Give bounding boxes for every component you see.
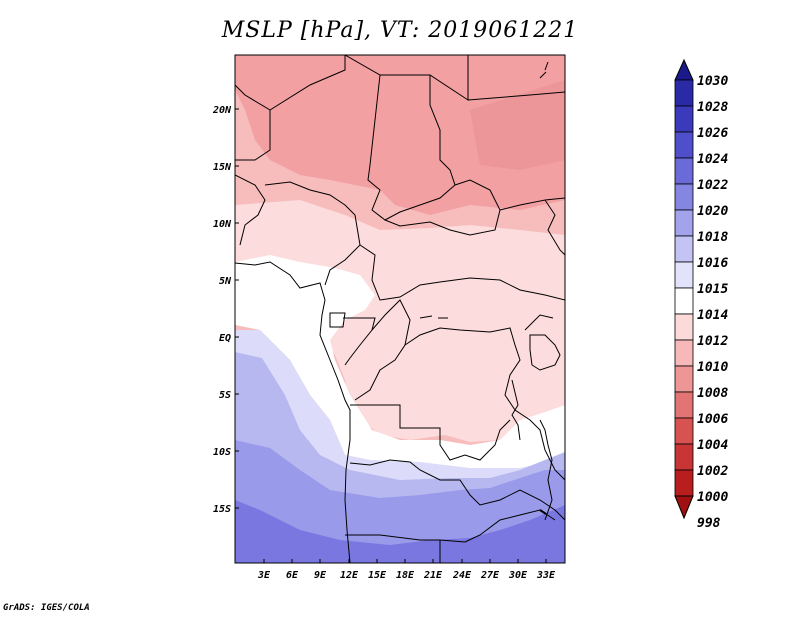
map-title: MSLP [hPa], VT: 2019061221 — [221, 18, 579, 43]
lon-label: 15E — [368, 570, 387, 581]
lat-label: 10S — [213, 447, 231, 458]
colorbar-label: 1016 — [697, 256, 728, 271]
colorbar-cell — [674, 209, 694, 237]
colorbar-cell — [674, 313, 694, 341]
colorbar-label: 1010 — [697, 360, 728, 375]
colorbar-label: 1024 — [697, 152, 728, 167]
colorbar-bottom-arrow — [674, 495, 694, 520]
colorbar-label: 1022 — [697, 178, 728, 193]
lat-label: 15S — [213, 504, 231, 515]
colorbar-label: 998 — [697, 516, 721, 531]
pressure-zone-deep-pink-ne — [470, 80, 565, 170]
colorbar-label: 1026 — [697, 126, 728, 141]
lat-label: 20N — [212, 105, 232, 116]
lon-label: 3E — [257, 570, 271, 581]
colorbar-cell — [674, 79, 694, 107]
lat-label: 15N — [213, 162, 232, 173]
colorbar-cell — [674, 157, 694, 185]
colorbar-cell — [674, 261, 694, 289]
map-panel — [234, 54, 566, 564]
map-frame — [234, 54, 566, 564]
colorbar-cell — [674, 469, 694, 497]
pressure-zone-deep-pink-north — [235, 55, 565, 215]
colorbar-label: 1002 — [697, 464, 728, 479]
colorbar-label: 1015 — [697, 282, 728, 297]
colorbar-top-arrow — [674, 58, 694, 81]
colorbar: 1030 1028 1026 1024 1022 1020 1018 1016 1015 1014… — [674, 58, 728, 531]
colorbar-label: 1006 — [697, 412, 728, 427]
colorbar-label: 1008 — [697, 386, 728, 401]
colorbar-label: 1020 — [697, 204, 728, 219]
pressure-zone-deep-blue — [235, 500, 565, 563]
colorbar-label: 1000 — [697, 490, 728, 505]
lon-label: 27E — [480, 570, 500, 581]
colorbar-cell — [674, 417, 694, 445]
colorbar-label: 1012 — [697, 334, 728, 349]
lon-label: 18E — [396, 570, 415, 581]
borders — [235, 55, 565, 563]
lon-axis: 3E 6E 9E 12E 15E 18E 21E 24E 27E 30E 33E — [257, 570, 556, 581]
colorbar-cell — [674, 443, 694, 471]
pressure-zone-mid-blue — [235, 440, 565, 563]
grads-credit: GrADS: IGES/COLA — [3, 603, 90, 613]
lat-label: 10N — [213, 219, 232, 230]
colorbar-cell — [674, 235, 694, 263]
lon-ticks — [263, 559, 547, 563]
colorbar-cell — [674, 183, 694, 211]
lat-label: 5S — [219, 390, 231, 401]
lon-label: 24E — [452, 570, 472, 581]
lat-label: 5N — [219, 276, 232, 287]
colorbar-cell — [674, 287, 694, 315]
colorbar-cell — [674, 339, 694, 367]
pressure-zone-white — [235, 255, 565, 470]
colorbar-label: 1014 — [697, 308, 728, 323]
colorbar-label: 1004 — [697, 438, 728, 453]
lon-label: 33E — [536, 570, 556, 581]
colorbar-label: 1028 — [697, 100, 728, 115]
lat-axis: 20N 15N 10N 5N EQ 5S 10S 15S — [212, 105, 232, 515]
colorbar-label: 1018 — [697, 230, 728, 245]
lat-label: EQ — [219, 333, 231, 344]
lon-label: 21E — [423, 570, 443, 581]
lat-ticks — [235, 108, 239, 509]
lon-label: 12E — [340, 570, 359, 581]
colorbar-cell — [674, 391, 694, 419]
colorbar-label: 1030 — [697, 74, 728, 89]
lon-label: 9E — [314, 570, 327, 581]
colorbar-cell — [674, 105, 694, 133]
lon-label: 30E — [508, 570, 528, 581]
pressure-zone-light-pink — [235, 200, 565, 442]
lon-label: 6E — [286, 570, 299, 581]
colorbar-cell — [674, 131, 694, 159]
colorbar-cell — [674, 365, 694, 393]
